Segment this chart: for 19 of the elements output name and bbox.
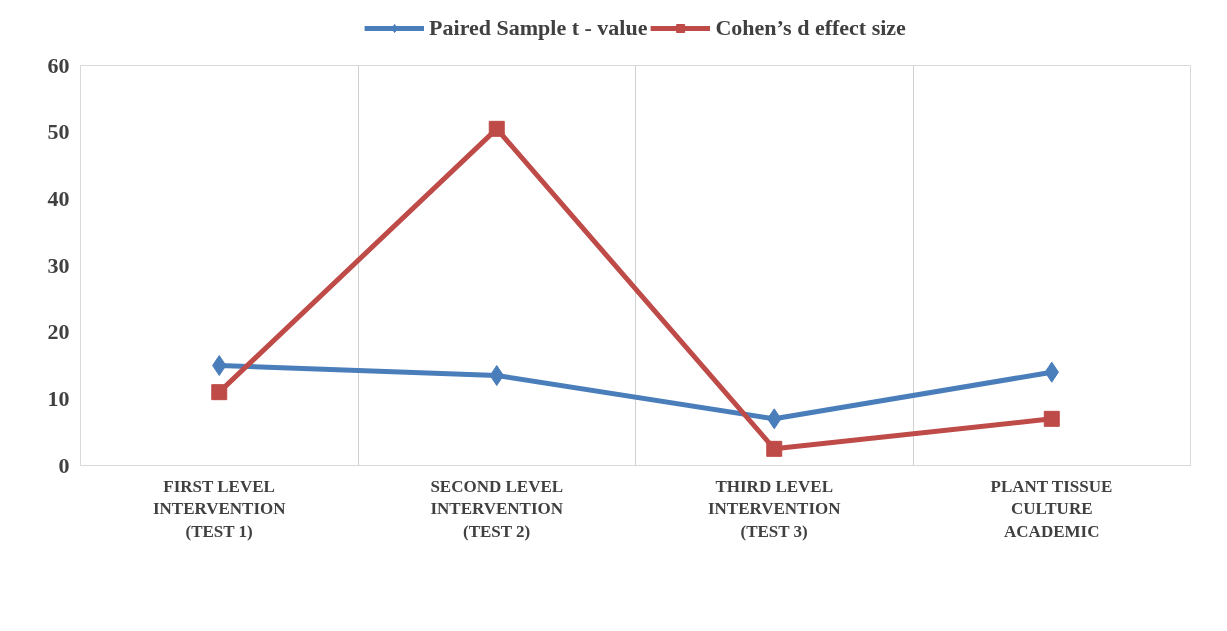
point	[212, 355, 227, 376]
x-tick-label: PLANT TISSUE CULTURE ACADEMIC	[990, 476, 1113, 542]
y-tick-label: 50	[47, 119, 70, 145]
legend-label: Paired Sample t - value	[429, 14, 648, 41]
y-tick-label: 0	[58, 452, 70, 478]
y-tick-label: 60	[47, 52, 70, 78]
point	[211, 384, 228, 401]
point	[489, 365, 504, 386]
legend-label: Cohen’s d effect size	[715, 14, 906, 41]
x-tick-label: FIRST LEVEL INTERVENTION (TEST 1)	[152, 476, 287, 542]
x-tick-label: THIRD LEVEL INTERVENTION (TEST 3)	[707, 476, 842, 542]
point	[488, 120, 505, 137]
x-tick-label: SECOND LEVEL INTERVENTION (TEST 2)	[430, 476, 564, 542]
y-tick-label: 30	[47, 252, 70, 278]
point	[1043, 410, 1060, 427]
y-tick-label: 10	[47, 385, 70, 411]
point	[766, 440, 783, 457]
y-tick-label: 20	[47, 319, 70, 345]
y-tick-label: 40	[47, 185, 70, 211]
